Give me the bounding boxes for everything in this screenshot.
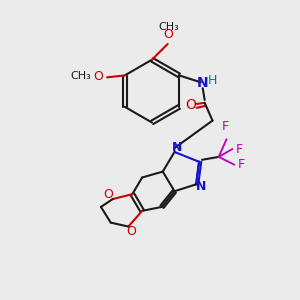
Text: O: O [93, 70, 103, 83]
Text: O: O [103, 188, 113, 201]
Text: N: N [172, 141, 183, 154]
Text: N: N [197, 76, 208, 90]
Text: CH₃: CH₃ [70, 71, 92, 81]
Text: CH₃: CH₃ [158, 22, 179, 32]
Text: F: F [222, 120, 229, 133]
Text: N: N [196, 180, 206, 193]
Text: O: O [126, 225, 136, 238]
Text: O: O [164, 28, 174, 41]
Text: O: O [185, 98, 197, 112]
Text: F: F [237, 158, 244, 171]
Text: H: H [208, 74, 217, 87]
Text: F: F [236, 142, 242, 155]
